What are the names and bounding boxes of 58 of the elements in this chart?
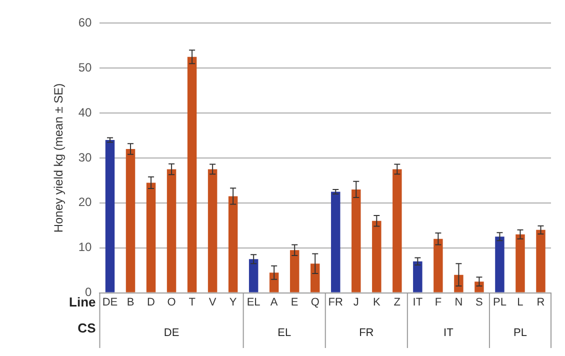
bar [126,149,136,292]
x-tick-label: B [126,296,134,308]
x-tick-label: S [476,296,483,308]
x-tick-label: E [290,296,298,308]
text: FR [359,326,374,339]
bar [228,196,238,292]
bar [413,261,422,292]
x-tick-label: K [372,296,381,308]
y-tick-label: 20 [78,195,92,210]
bar [372,220,382,292]
x-tick-label: O [167,296,176,308]
bar [290,250,300,292]
y-tick-label: 10 [78,240,92,254]
x-tick-label: DE [102,296,118,308]
x-tick-label: T [188,296,196,308]
bar [208,169,218,292]
x-tick-label: PL [492,296,506,308]
x-tick-label: J [353,296,359,308]
x-tick-label: FR [328,296,344,308]
x-tick-label: N [454,296,463,308]
y-tick-label: 40 [78,105,92,120]
bar [166,169,176,292]
x-tick-label: F [434,296,442,308]
x-tick-label: Q [310,296,320,308]
y-tick-label: 0 [85,285,92,300]
bar [248,259,258,292]
bar [187,56,197,292]
bar [454,274,464,292]
text: PL [514,326,527,339]
bar [536,230,546,292]
text: CS [78,320,96,336]
bar [495,236,504,292]
bar [331,192,340,292]
text: DE [164,326,180,339]
y-tick-label: 60 [78,16,92,30]
y-tick-label: 30 [78,150,92,164]
y-axis-title: Honey yield kg (mean ± SE) [52,83,66,233]
bar [310,264,320,292]
bar [269,272,279,292]
bar [474,282,484,292]
x-tick-label: Z [394,296,401,308]
bar [352,189,361,292]
y-tick-label: 50 [78,60,92,74]
x-tick-label: L [517,296,524,308]
text: EL [278,326,292,339]
bar [434,238,443,292]
x-tick-label: EL [246,296,260,308]
x-tick-label: D [147,296,156,308]
bar [516,234,525,292]
bar [146,182,156,292]
x-tick-label: R [536,296,545,308]
x-tick-label: Y [229,296,238,308]
x-tick-label: A [270,296,278,308]
bar [105,140,115,292]
text: IT [444,326,454,339]
x-tick-label: V [208,296,217,308]
x-tick-label: IT [412,296,423,308]
bar [392,169,402,292]
